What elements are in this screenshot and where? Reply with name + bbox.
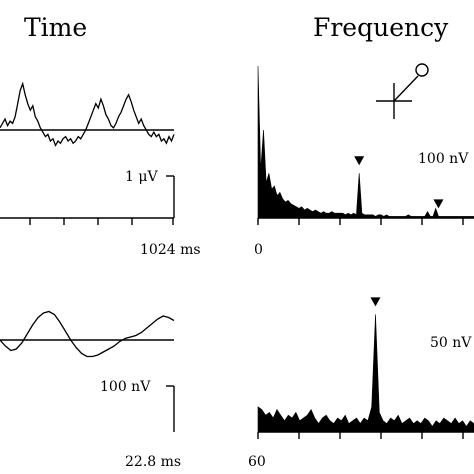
marker-triangle-icon	[354, 156, 365, 166]
time-top-trace	[0, 81, 175, 147]
time-title: Time	[24, 13, 87, 42]
frequency-top-panel: 0 100 nV	[254, 63, 474, 258]
electrode-icon	[376, 63, 429, 119]
frequency-bottom-scalebar-label: 50 nV	[430, 335, 472, 351]
frequency-top-x-tick-label: 0	[254, 242, 263, 258]
frequency-bottom-x-tick-label: 60	[248, 454, 266, 470]
time-bottom-x-tick-label: 22.8 ms	[125, 454, 181, 470]
marker-triangle-icon	[370, 297, 381, 307]
time-bottom-scalebar-label: 100 nV	[100, 379, 151, 395]
time-top-x-tick-label: 1024 ms	[140, 242, 201, 258]
frequency-top-scalebar-label: 100 nV	[418, 151, 469, 167]
frequency-title: Frequency	[313, 13, 449, 42]
marker-triangle-icon	[433, 199, 444, 209]
frequency-bottom-panel: 60 50 nV	[248, 297, 474, 470]
frequency-bottom-spectrum	[257, 314, 474, 433]
time-bottom-trace	[0, 310, 175, 358]
time-bottom-panel: 100 nV 22.8 ms	[0, 310, 181, 470]
time-top-scalebar-label: 1 μV	[125, 169, 158, 185]
frequency-top-spectrum	[257, 65, 474, 219]
time-top-panel: 1 μV 1024 ms	[0, 81, 201, 258]
